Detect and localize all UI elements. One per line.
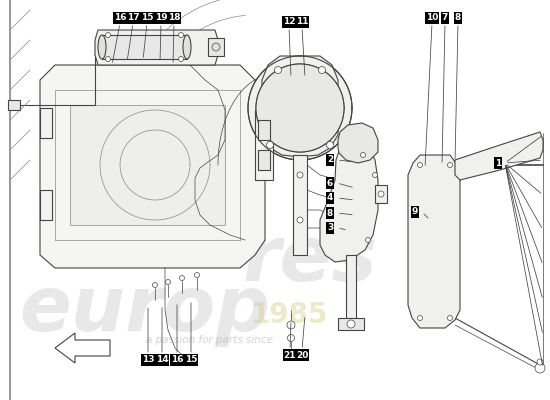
Text: 16: 16	[114, 14, 126, 22]
Bar	[102, 35, 187, 59]
Circle shape	[274, 66, 282, 74]
Text: europ: europ	[20, 273, 271, 347]
Circle shape	[152, 282, 157, 288]
Bar	[255, 110, 273, 180]
Text: 12: 12	[283, 18, 295, 26]
Bar	[40, 108, 52, 138]
Circle shape	[179, 56, 184, 62]
Circle shape	[212, 43, 220, 51]
Text: 16: 16	[170, 356, 183, 364]
Circle shape	[166, 280, 170, 284]
Text: 7: 7	[442, 14, 448, 22]
Circle shape	[106, 56, 111, 62]
Polygon shape	[262, 56, 338, 157]
Polygon shape	[338, 123, 378, 163]
Bar	[70, 105, 225, 225]
Text: res: res	[243, 223, 377, 297]
Bar	[258, 150, 270, 170]
Bar	[208, 38, 224, 56]
Polygon shape	[95, 30, 218, 65]
Text: 11: 11	[296, 18, 308, 26]
Bar	[8, 100, 20, 110]
Circle shape	[297, 172, 303, 178]
Bar	[338, 318, 364, 330]
Text: 3: 3	[327, 224, 333, 232]
Circle shape	[347, 320, 355, 328]
Circle shape	[448, 316, 453, 320]
Polygon shape	[40, 65, 265, 268]
Circle shape	[535, 363, 545, 373]
Text: 14: 14	[156, 356, 168, 364]
Circle shape	[106, 32, 111, 38]
Circle shape	[288, 334, 294, 342]
Text: 6: 6	[327, 178, 333, 188]
Circle shape	[248, 56, 352, 160]
Text: a passion for parts since: a passion for parts since	[146, 335, 273, 345]
Circle shape	[179, 32, 184, 38]
Text: 2: 2	[327, 156, 333, 164]
Circle shape	[179, 276, 184, 280]
Circle shape	[366, 238, 371, 242]
Text: 9: 9	[412, 208, 418, 216]
Ellipse shape	[183, 35, 191, 59]
Circle shape	[448, 162, 453, 168]
Text: 13: 13	[142, 356, 154, 364]
Circle shape	[417, 162, 422, 168]
Text: 8: 8	[455, 14, 461, 22]
Circle shape	[378, 191, 384, 197]
Bar	[258, 120, 270, 140]
Polygon shape	[320, 138, 378, 262]
Circle shape	[372, 172, 377, 178]
Text: 15: 15	[185, 356, 197, 364]
Circle shape	[287, 321, 295, 329]
Text: 18: 18	[168, 14, 180, 22]
Circle shape	[318, 66, 326, 74]
Circle shape	[537, 359, 543, 365]
Bar	[178, 355, 192, 363]
Text: 1: 1	[495, 158, 501, 168]
Text: 8: 8	[327, 208, 333, 218]
Bar	[40, 190, 52, 220]
Text: 19: 19	[155, 14, 167, 22]
Text: 10: 10	[426, 14, 438, 22]
Text: 1985: 1985	[251, 301, 329, 329]
Bar	[346, 255, 356, 320]
Circle shape	[417, 316, 422, 320]
Text: 17: 17	[126, 14, 139, 22]
Polygon shape	[455, 132, 543, 180]
Ellipse shape	[98, 35, 106, 59]
Circle shape	[360, 152, 366, 158]
Bar	[293, 155, 307, 255]
Circle shape	[195, 272, 200, 278]
Circle shape	[256, 64, 344, 152]
Text: 20: 20	[296, 350, 308, 360]
Circle shape	[297, 217, 303, 223]
Text: 4: 4	[327, 194, 333, 202]
Bar	[375, 185, 387, 203]
Text: 15: 15	[141, 14, 153, 22]
Text: 21: 21	[284, 350, 296, 360]
Circle shape	[267, 142, 273, 148]
Polygon shape	[408, 155, 460, 328]
Circle shape	[327, 142, 333, 148]
